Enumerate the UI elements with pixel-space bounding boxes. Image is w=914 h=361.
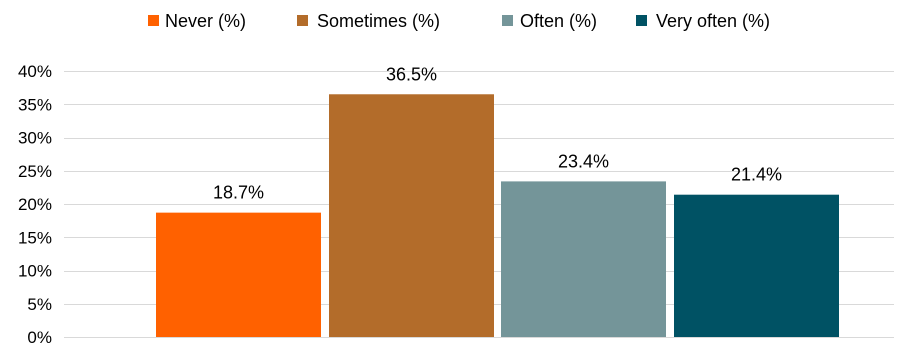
legend-item: Never (%)	[148, 11, 246, 31]
y-tick-label: 5%	[27, 295, 52, 314]
bars	[156, 94, 839, 338]
data-label: 18.7%	[213, 183, 264, 203]
data-label: 21.4%	[731, 165, 782, 185]
y-tick-label: 35%	[18, 95, 52, 114]
data-label: 36.5%	[386, 64, 437, 84]
bar	[674, 194, 839, 337]
y-tick-label: 25%	[18, 162, 52, 181]
legend-item: Sometimes (%)	[297, 11, 440, 31]
legend-label: Very often (%)	[656, 11, 770, 31]
data-labels: 18.7% 36.5% 23.4% 21.4%	[213, 64, 782, 202]
y-tick-label: 0%	[27, 328, 52, 347]
y-tick-label: 15%	[18, 228, 52, 247]
legend-swatch	[297, 15, 308, 26]
y-tick-label: 20%	[18, 195, 52, 214]
y-tick-label: 30%	[18, 129, 52, 148]
y-tick-label: 40%	[18, 62, 52, 81]
bar	[501, 181, 666, 337]
legend-swatch	[502, 15, 513, 26]
legend-swatch	[148, 15, 159, 26]
data-label: 23.4%	[558, 151, 609, 171]
legend-swatch	[636, 15, 647, 26]
legend-label: Often (%)	[520, 11, 597, 31]
legend-item: Very often (%)	[636, 11, 770, 31]
bar	[329, 94, 494, 338]
y-tick-label: 10%	[18, 262, 52, 281]
y-axis: 0% 5% 10% 15% 20% 25% 30% 35% 40%	[18, 62, 52, 347]
legend-item: Often (%)	[502, 11, 597, 31]
legend: Never (%) Sometimes (%) Often (%) Very ofte…	[148, 11, 770, 31]
bar	[156, 212, 321, 337]
legend-label: Sometimes (%)	[317, 11, 440, 31]
legend-label: Never (%)	[165, 11, 246, 31]
